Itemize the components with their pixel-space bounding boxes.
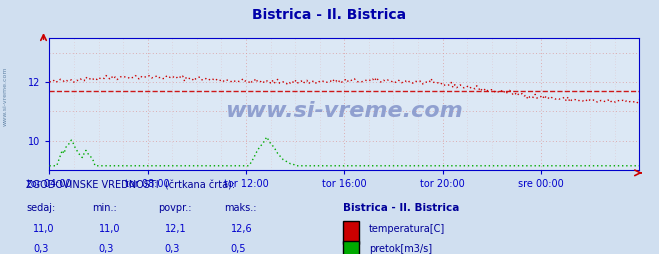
Text: ZGODOVINSKE VREDNOSTI  (črtkana črta):: ZGODOVINSKE VREDNOSTI (črtkana črta):: [26, 180, 235, 190]
Text: 0,3: 0,3: [99, 244, 114, 254]
Text: Bistrica - Il. Bistrica: Bistrica - Il. Bistrica: [343, 203, 459, 213]
Text: 0,3: 0,3: [33, 244, 48, 254]
Text: min.:: min.:: [92, 203, 117, 213]
Text: 0,3: 0,3: [165, 244, 180, 254]
Text: 12,1: 12,1: [165, 224, 186, 233]
Text: sedaj:: sedaj:: [26, 203, 55, 213]
Text: povpr.:: povpr.:: [158, 203, 192, 213]
Text: 11,0: 11,0: [33, 224, 55, 233]
Text: 0,5: 0,5: [231, 244, 246, 254]
Text: pretok[m3/s]: pretok[m3/s]: [369, 244, 432, 254]
Text: 12,6: 12,6: [231, 224, 252, 233]
Text: Bistrica - Il. Bistrica: Bistrica - Il. Bistrica: [252, 8, 407, 22]
Text: temperatura[C]: temperatura[C]: [369, 224, 445, 233]
Text: maks.:: maks.:: [224, 203, 256, 213]
Text: 11,0: 11,0: [99, 224, 121, 233]
Text: www.si-vreme.com: www.si-vreme.com: [225, 101, 463, 121]
Text: www.si-vreme.com: www.si-vreme.com: [3, 67, 8, 126]
